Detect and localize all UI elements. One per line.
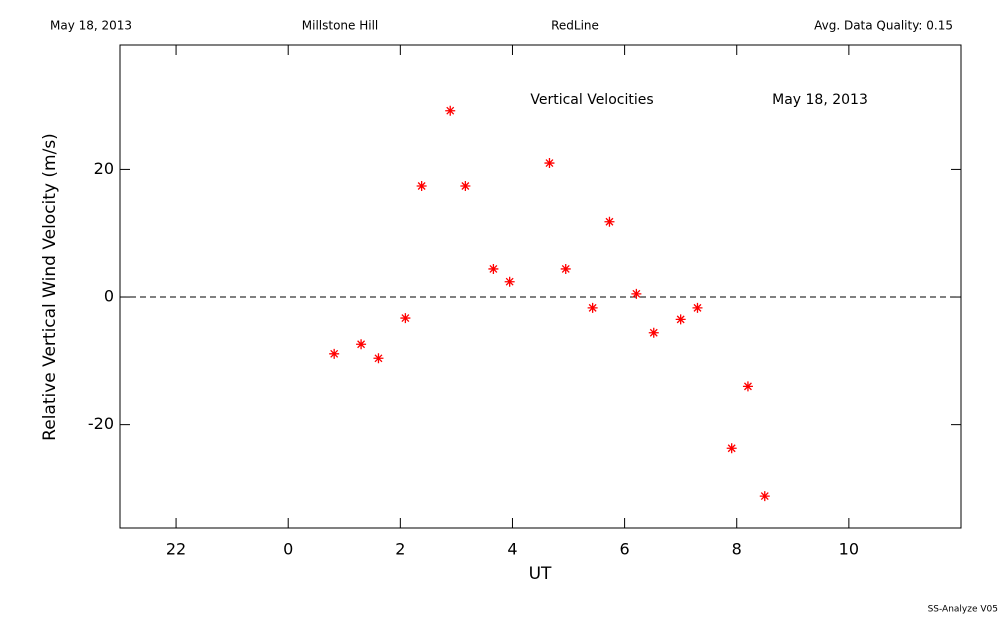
- x-tick-label: 4: [507, 540, 517, 559]
- header-date: May 18, 2013: [50, 19, 132, 33]
- y-axis-label: Relative Vertical Wind Velocity (m/s): [40, 133, 60, 441]
- plot-frame: [119, 44, 962, 529]
- x-tick-label: 8: [732, 540, 742, 559]
- data-point: [742, 381, 753, 392]
- chart-subtitle: May 18, 2013: [772, 92, 868, 108]
- data-point: [400, 313, 411, 324]
- data-point: [648, 327, 659, 338]
- data-point: [587, 302, 598, 313]
- header-line: RedLine: [551, 19, 599, 33]
- x-tick-label: 6: [620, 540, 630, 559]
- data-point: [416, 181, 427, 192]
- data-point: [692, 302, 703, 313]
- data-point: [356, 339, 367, 350]
- data-point: [759, 491, 770, 502]
- header-site: Millstone Hill: [302, 19, 378, 33]
- data-point: [726, 443, 737, 454]
- data-point: [460, 181, 471, 192]
- data-point: [604, 216, 615, 227]
- y-tick-label: 0: [104, 287, 114, 306]
- x-axis-label: UT: [529, 564, 552, 584]
- x-tick-label: 10: [839, 540, 859, 559]
- data-point: [504, 276, 515, 287]
- y-tick-label: 20: [94, 159, 114, 178]
- data-point: [560, 263, 571, 274]
- data-point: [329, 348, 340, 359]
- data-point: [544, 158, 555, 169]
- y-tick-label: -20: [88, 414, 114, 433]
- data-point: [445, 105, 456, 116]
- data-point: [488, 263, 499, 274]
- header-quality: Avg. Data Quality: 0.15: [814, 19, 953, 33]
- footer: SS-Analyze V05: [928, 605, 998, 615]
- data-point: [675, 314, 686, 325]
- x-tick-label: 22: [166, 540, 186, 559]
- x-tick-label: 0: [283, 540, 293, 559]
- x-tick-label: 2: [395, 540, 405, 559]
- data-point: [373, 353, 384, 364]
- data-point: [631, 288, 642, 299]
- chart-title: Vertical Velocities: [530, 92, 653, 108]
